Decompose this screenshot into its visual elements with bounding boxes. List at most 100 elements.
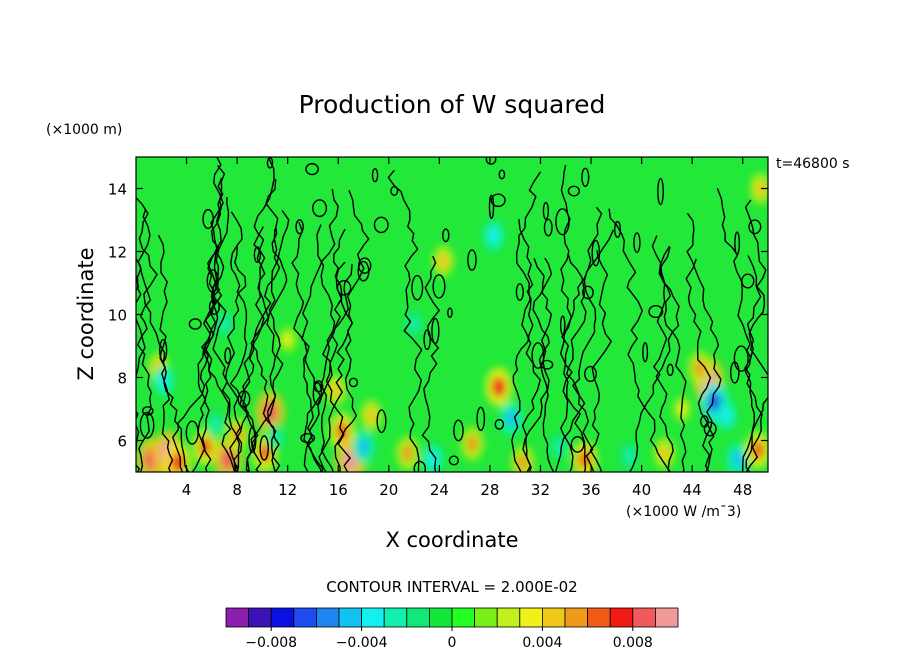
contour-loop (305, 162, 319, 176)
hotspot-core (365, 407, 377, 423)
x-tick-label: 24 (430, 481, 449, 499)
colorbar-tick-label: −0.008 (245, 635, 297, 651)
hotspot-core (357, 438, 370, 456)
contour-line (267, 210, 290, 472)
hotspot-core (401, 444, 414, 462)
contour-loop (373, 216, 389, 234)
colorbar-swatch (361, 607, 385, 628)
contour-loop (542, 201, 550, 220)
contour-line (387, 169, 423, 472)
colorbar-swatch (655, 607, 679, 628)
contour-loop (313, 380, 324, 393)
hotspot-core (505, 410, 518, 427)
contour-line (136, 196, 190, 472)
x-tick-label: 16 (329, 481, 348, 499)
contour-loop (555, 208, 570, 236)
hotspot-core (488, 228, 499, 244)
colorbar-swatch (564, 607, 589, 628)
y-axis-label: Z coordinate (74, 247, 98, 380)
contour-loop (312, 381, 323, 406)
contour-loop (413, 460, 427, 472)
contour-line (655, 246, 680, 472)
contour-line (136, 258, 152, 472)
contour-line (741, 255, 768, 472)
contour-loop (371, 167, 379, 183)
colorbar-swatch (609, 607, 634, 628)
hotspot-core (517, 454, 529, 471)
hotspot-core (624, 449, 634, 464)
contour-loop (642, 342, 649, 363)
contour-loop (411, 274, 424, 301)
contour-loop (139, 411, 155, 439)
hotspot-core (659, 445, 670, 461)
colorbar-swatch (451, 607, 476, 628)
colorbar-swatch (293, 607, 317, 628)
hotspot-core (731, 451, 744, 468)
colorbar-swatch (315, 607, 340, 628)
contour-loop (141, 406, 154, 416)
y-tick-label: 8 (117, 370, 127, 388)
contour-loop (633, 232, 641, 253)
contour-line (532, 257, 555, 472)
y-units-label: (×1000 m) (46, 122, 122, 138)
contour-loop (733, 345, 749, 372)
colorbar-swatch (632, 607, 656, 628)
contour-line (191, 165, 226, 472)
contour-loop (581, 167, 590, 187)
contour-loop (531, 342, 545, 369)
colorbar-swatch (248, 607, 272, 628)
hotspot-core (751, 440, 765, 460)
contour-line (686, 212, 722, 472)
x-tick-label: 4 (182, 481, 192, 499)
contour-loop (442, 228, 450, 243)
contour-line (229, 228, 281, 472)
contour-line (685, 258, 715, 472)
contour-line (559, 206, 603, 472)
contour-line (291, 221, 322, 472)
y-axis-ticks: 6 8 10 12 14 (108, 181, 768, 451)
hotspot-core (437, 253, 449, 269)
hotspot-core (492, 377, 506, 397)
contour-line (511, 218, 534, 472)
colorbar-swatch (474, 607, 498, 628)
contour-loop (453, 419, 464, 442)
x-units-label: (×1000 W /m¯3) (626, 504, 741, 520)
contour-loop (448, 455, 460, 466)
colorbar-swatch (406, 607, 430, 628)
contour-loop (237, 390, 251, 408)
contour-line (318, 228, 354, 472)
x-tick-label: 20 (379, 481, 398, 499)
contour-line (608, 208, 672, 472)
contour-loop (488, 194, 495, 220)
contour-loop (570, 436, 585, 453)
hotspot-core (210, 417, 221, 432)
hotspot-core (282, 332, 293, 347)
contour-loop (202, 208, 214, 230)
contour-line (246, 178, 288, 472)
colorbar-swatch (225, 607, 250, 628)
contour-loop (224, 347, 232, 364)
contour-loop (485, 157, 497, 165)
contour-loop (582, 285, 594, 300)
contour-loop (666, 363, 674, 377)
contour-loop (648, 305, 664, 319)
contour-line (716, 187, 763, 472)
contour-line (136, 209, 151, 472)
contour-line (421, 255, 441, 472)
contour-loop (390, 186, 399, 196)
contour-lines (136, 157, 768, 472)
hotspot-core (721, 407, 732, 423)
colorbar: −0.008 −0.004 0 0.004 0.008 (225, 607, 679, 651)
hotspot-core (170, 452, 185, 472)
contour-line (515, 171, 542, 472)
colorbar-tick-label: 0.008 (613, 635, 653, 651)
hotspot-core (755, 180, 766, 197)
contour-loop (741, 273, 755, 289)
contour-loop (748, 219, 762, 235)
contour-loop (515, 283, 524, 301)
x-tick-label: 8 (232, 481, 242, 499)
contour-loop (559, 315, 566, 336)
contour-loop (540, 359, 554, 370)
contour-loop (431, 317, 440, 345)
